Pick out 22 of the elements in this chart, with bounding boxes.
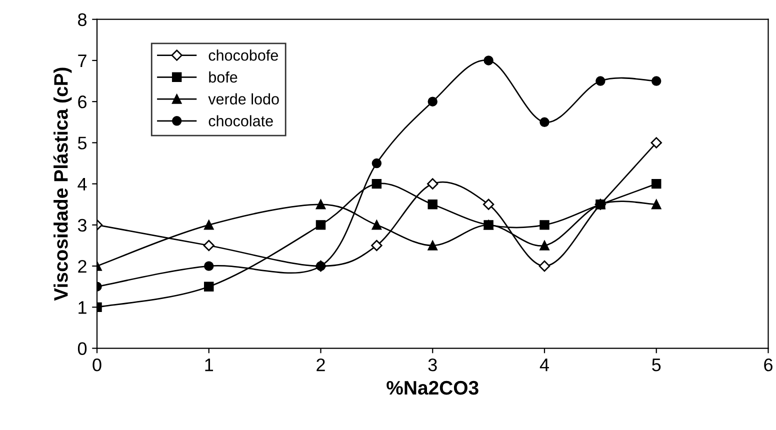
x-tick-label: 4 [540,358,549,372]
x-tick-label: 6 [764,358,772,372]
y-tick-label: 6 [78,96,86,108]
x-tick-label: 5 [652,358,661,372]
x-tick-label: 0 [92,358,102,372]
y-axis-title: Viscosidade Plástica (cP) [53,68,72,301]
y-tick-label: 5 [78,136,87,150]
y-tick-label: 7 [78,54,86,68]
y-tick-label: 2 [78,260,86,273]
y-tick-label: 0 [78,342,87,356]
legend-label: chocobofe [208,50,278,61]
y-tick-label: 4 [78,178,87,190]
legend-label: bofe [209,71,238,83]
x-tick-label: 3 [428,358,437,372]
y-tick-label: 3 [78,218,86,232]
y-tick-label: 1 [78,301,86,314]
x-tick-label: 1 [205,358,214,372]
x-tick-label: 2 [316,358,325,372]
x-axis-title: %Na2CO3 [386,380,478,395]
legend-label: chocolate [208,115,273,126]
y-tick-label: 8 [78,13,86,26]
legend-label: verde lodo [208,93,279,105]
